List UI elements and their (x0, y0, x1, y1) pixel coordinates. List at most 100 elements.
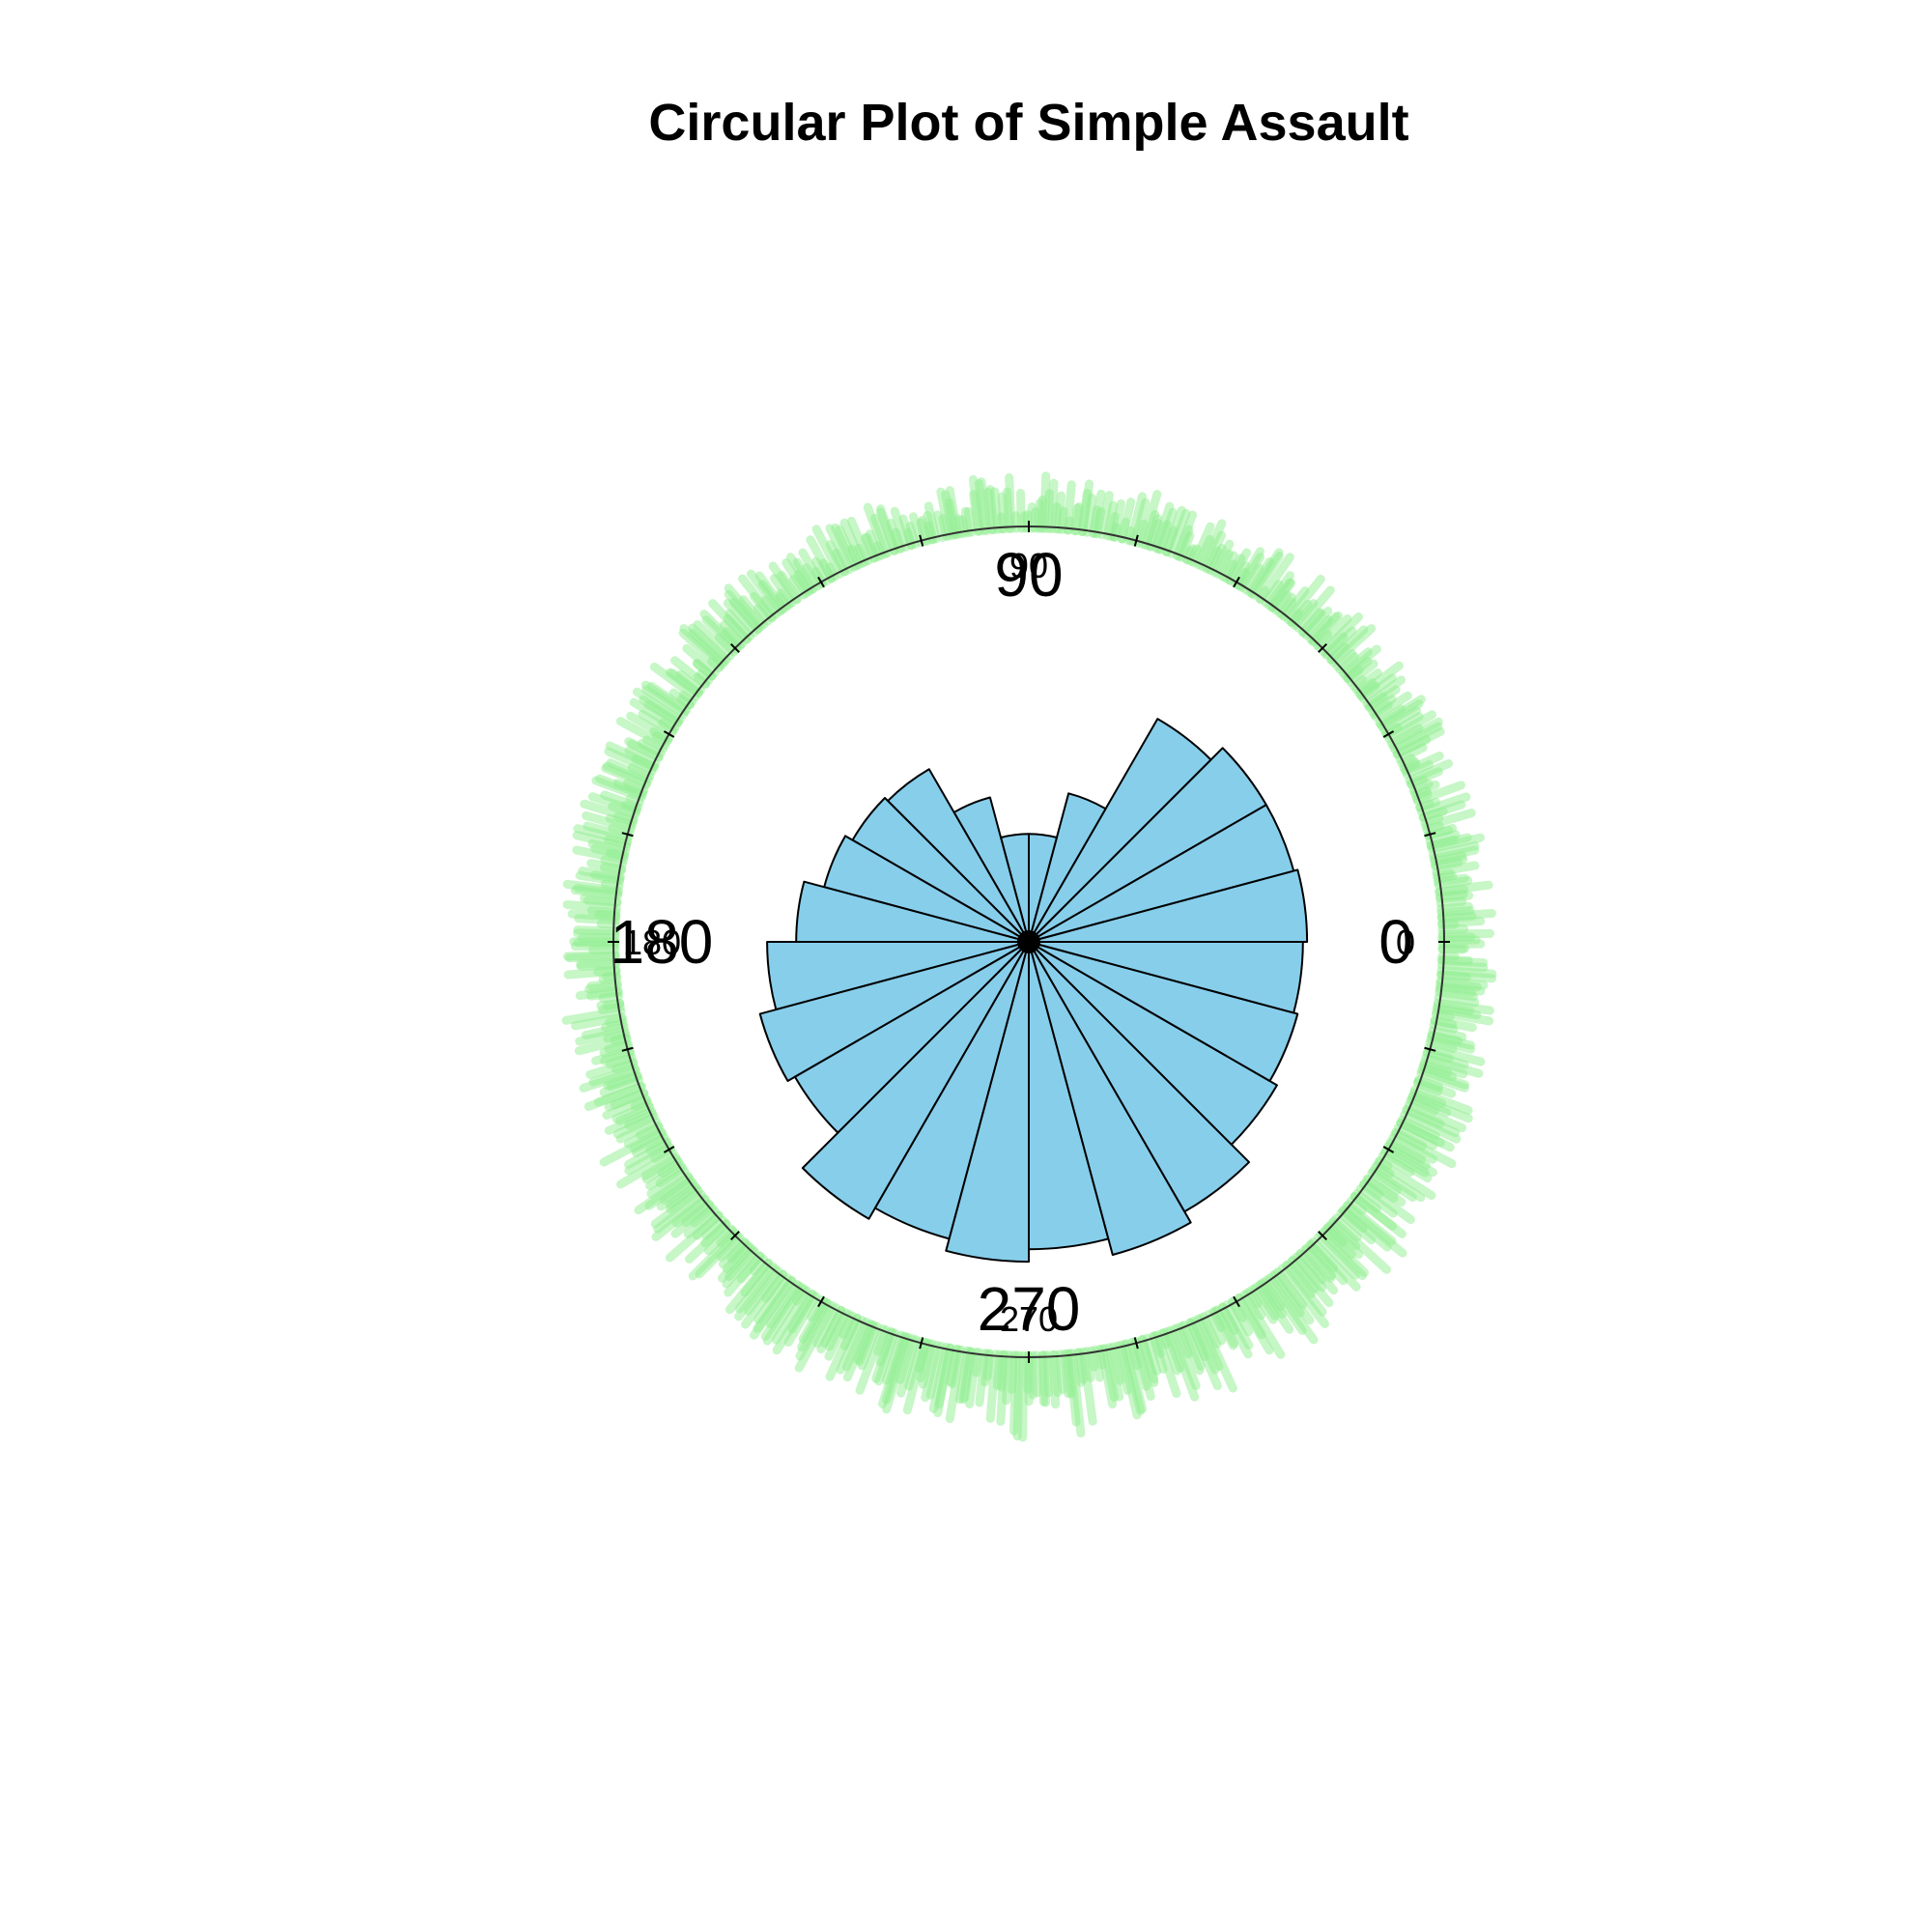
rug-mark (1241, 563, 1264, 595)
rug-mark (874, 1328, 900, 1386)
rug-mark (736, 1252, 765, 1284)
rug-mark (1100, 1344, 1120, 1403)
rug-mark (890, 506, 911, 552)
rug-mark (761, 1269, 788, 1303)
tick-mark (1318, 1231, 1328, 1241)
rug-mark (1067, 1349, 1086, 1438)
rug-mark (723, 598, 759, 638)
rug-mark (1296, 1248, 1339, 1295)
rug-mark (740, 1259, 774, 1297)
tick-mark (1233, 576, 1240, 588)
rug-mark (1179, 1321, 1206, 1371)
rose-bar (1028, 941, 1192, 1256)
rose-bar (1028, 941, 1304, 1014)
rug-mark (909, 512, 925, 548)
tick-mark (817, 1295, 825, 1308)
rug-mark (1425, 830, 1461, 846)
tick-mark (663, 730, 675, 738)
rug-mark (649, 662, 700, 702)
rug-mark (575, 870, 625, 886)
rug-mark (1359, 1179, 1384, 1199)
rug-mark (1437, 924, 1469, 934)
rug-mark (1309, 1236, 1361, 1292)
rug-mark (925, 1341, 946, 1400)
rug-mark (650, 1186, 703, 1229)
rug-mark (1210, 539, 1235, 578)
rug-mark (1055, 1350, 1067, 1395)
rug-mark (1204, 1309, 1227, 1346)
rug-mark (1283, 1260, 1317, 1298)
rug-mark (945, 1345, 966, 1424)
rug-mark (1108, 1342, 1125, 1385)
rug-mark (860, 533, 878, 563)
rug-mark (1427, 1030, 1463, 1045)
rug-mark (1131, 1336, 1155, 1402)
rug-mark (1368, 695, 1397, 717)
rug-mark (820, 1306, 846, 1349)
rug-mark (1388, 1133, 1437, 1164)
rug-mark (1355, 1184, 1398, 1218)
rug-mark (1166, 508, 1191, 558)
rug-mark (616, 1149, 678, 1189)
rug-mark (886, 518, 904, 554)
angle-label-small: 180 (623, 923, 681, 962)
rug-mark (1435, 880, 1493, 896)
rug-mark (1419, 1058, 1468, 1079)
rug-mark (600, 863, 626, 875)
rug-mark (1338, 647, 1373, 678)
rose-bar (1028, 941, 1251, 1213)
tick-mark (1424, 1046, 1436, 1052)
rug-mark (1199, 1312, 1222, 1349)
rug-mark (1405, 759, 1453, 785)
rug-mark (624, 1138, 672, 1169)
rug-mark (1235, 1293, 1266, 1340)
tick-mark (1233, 1295, 1240, 1308)
rug-mark (1386, 1137, 1427, 1164)
tick-mark (1318, 642, 1328, 653)
tick-mark (1133, 534, 1139, 547)
rug-mark (1201, 530, 1227, 573)
rug-mark (1339, 1206, 1392, 1252)
rug-mark (1102, 500, 1118, 541)
rug-mark (701, 1215, 727, 1240)
rose-bar (945, 941, 1030, 1264)
rug-mark (1091, 1345, 1104, 1382)
angle-label: 180 (611, 907, 714, 977)
rug-mark (582, 895, 622, 908)
rug-mark (1433, 998, 1494, 1015)
rug-mark (608, 802, 640, 819)
chart-title: Circular Plot of Simple Assault (648, 94, 1408, 152)
rug-mark (1166, 1325, 1200, 1402)
rug-mark (1404, 1100, 1467, 1133)
rug-mark (1391, 1127, 1428, 1151)
rug-mark (1152, 1330, 1181, 1399)
rug-mark (1077, 489, 1092, 537)
rug-mark (1082, 493, 1097, 537)
tick-layer (608, 521, 1450, 1363)
angle-label: 0 (1378, 907, 1413, 977)
rug-mark (1428, 1026, 1467, 1041)
rug-mark (685, 1219, 731, 1264)
rug-mark (972, 1348, 983, 1378)
rug-mark (1395, 743, 1428, 764)
rug-mark (626, 739, 664, 762)
rug-mark (1434, 993, 1480, 1008)
rug-mark (1386, 724, 1424, 748)
tick-mark (621, 1046, 634, 1052)
rug-mark (1392, 726, 1445, 758)
rose-bar (801, 941, 1030, 1220)
rug-mark (838, 1311, 857, 1339)
tick-mark (729, 1231, 740, 1241)
tick-mark (1424, 832, 1436, 838)
rose-bar (758, 941, 1030, 1083)
angle-label-small: 270 (1000, 1299, 1058, 1339)
rug-mark (1352, 1188, 1381, 1213)
rug-mark (1424, 1043, 1486, 1066)
rug-mark (1435, 977, 1489, 990)
rug-mark (722, 1247, 759, 1289)
rug-mark (1400, 1110, 1462, 1144)
rug-mark (1410, 1085, 1473, 1115)
rug-mark (708, 599, 752, 644)
rug-mark (672, 1195, 711, 1228)
